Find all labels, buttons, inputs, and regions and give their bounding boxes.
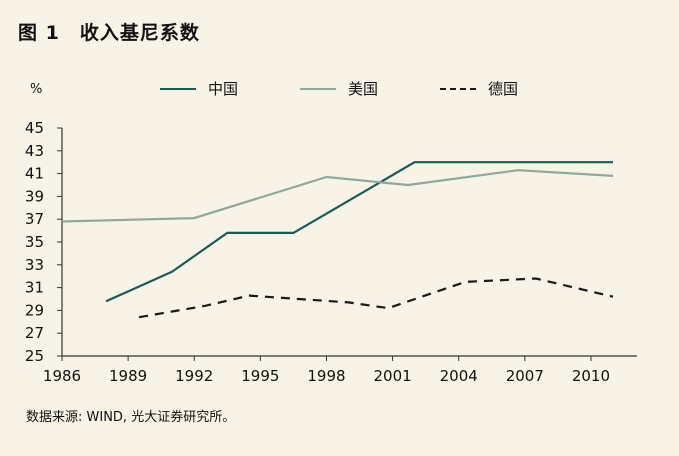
- legend-item-germany: 德国: [440, 78, 518, 99]
- figure-label: 图 1: [18, 22, 60, 44]
- data-source-note: 数据来源: WIND, 光大证券研究所。: [26, 410, 236, 425]
- x-tick-label: 1989: [109, 367, 147, 385]
- legend-swatch-china: [160, 87, 196, 90]
- series-line-china: [105, 161, 613, 303]
- x-tick-label: 1998: [307, 367, 345, 385]
- series-line-germany: [138, 277, 614, 319]
- y-tick-label: 27: [25, 324, 44, 342]
- y-tick-label: 33: [25, 256, 44, 274]
- legend-item-us: 美国: [300, 78, 378, 99]
- x-tick-label: 1995: [241, 367, 279, 385]
- legend-item-china: 中国: [160, 78, 238, 99]
- x-tick-label: 2010: [572, 367, 610, 385]
- y-tick-label: 37: [25, 210, 44, 228]
- series-line-us: [61, 169, 614, 223]
- y-tick-label: 41: [25, 165, 44, 183]
- y-tick-label: 31: [25, 279, 44, 297]
- y-tick-label: 43: [25, 142, 44, 160]
- y-axis-unit: %: [30, 82, 43, 97]
- legend-swatch-us: [300, 87, 336, 90]
- legend-label-china: 中国: [208, 80, 239, 98]
- x-tick-label: 2001: [373, 367, 411, 385]
- legend-swatch-germany: [440, 87, 476, 90]
- x-tick-label: 2004: [440, 367, 478, 385]
- x-tick-label: 2007: [506, 367, 544, 385]
- y-tick-label: 35: [25, 233, 44, 251]
- y-tick-label: 45: [25, 119, 44, 137]
- legend-label-us: 美国: [348, 80, 379, 98]
- figure-title: 图 1 收入基尼系数: [18, 18, 200, 45]
- legend-label-germany: 德国: [488, 80, 519, 98]
- figure-title-text: 收入基尼系数: [79, 22, 200, 44]
- x-tick-label: 1992: [175, 367, 213, 385]
- x-tick-label: 1986: [43, 367, 81, 385]
- y-tick-label: 25: [25, 347, 44, 365]
- y-tick-label: 29: [25, 301, 44, 319]
- y-tick-label: 39: [25, 187, 44, 205]
- chart-legend: 中国 美国 德国: [0, 78, 679, 100]
